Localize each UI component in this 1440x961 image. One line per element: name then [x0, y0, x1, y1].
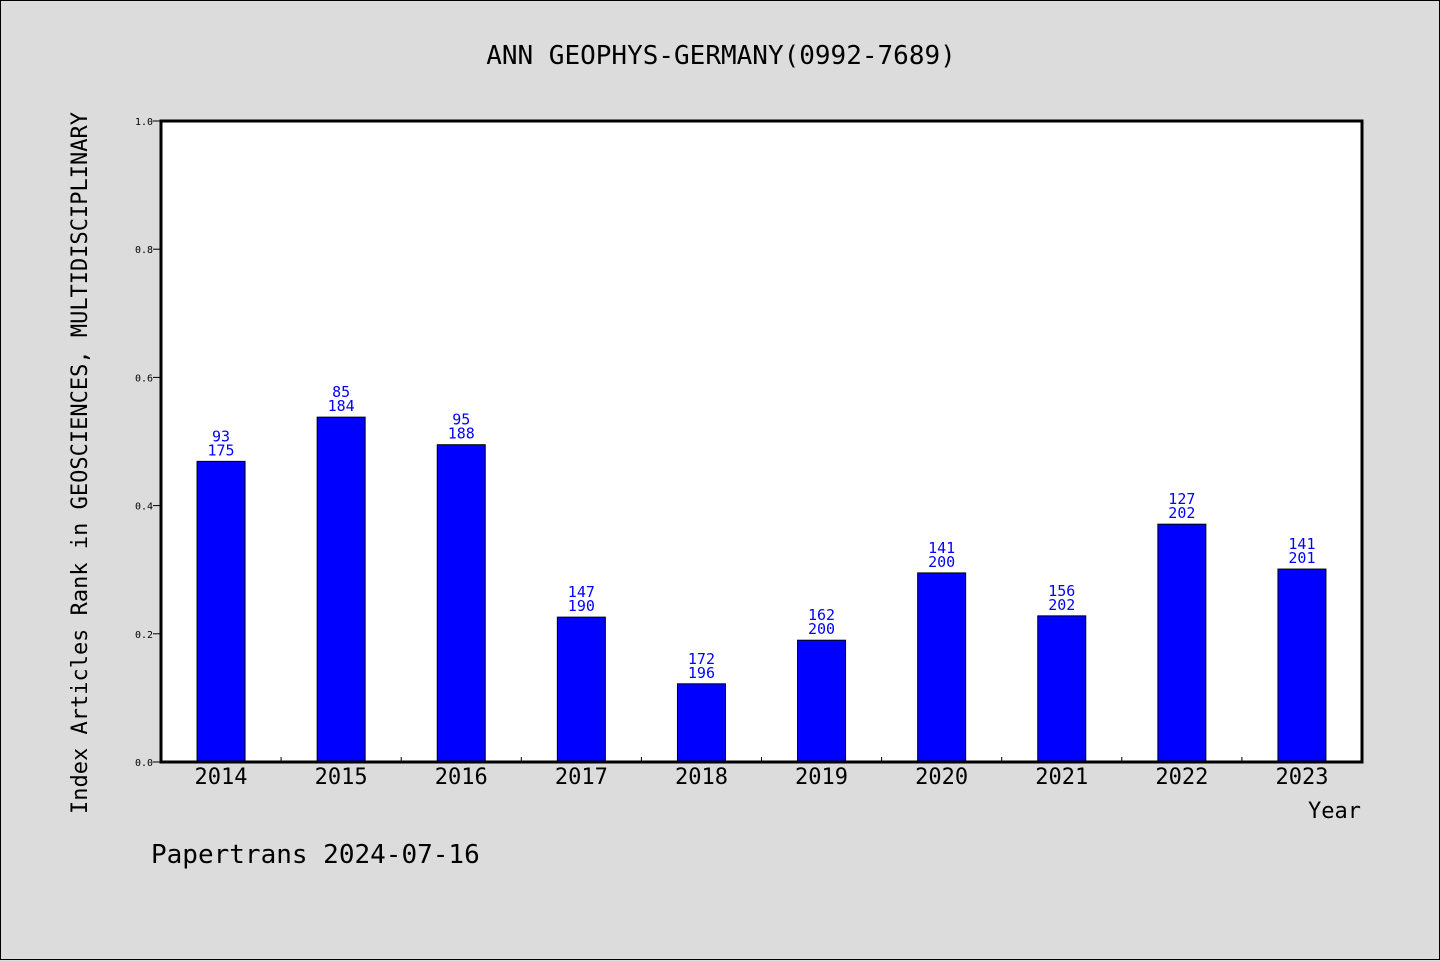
- y-tick-label: 0.2: [135, 630, 153, 641]
- x-tick-label-2018: 2018: [675, 765, 728, 790]
- bar-2014: [196, 460, 246, 763]
- bar-2018: [676, 683, 726, 763]
- bar-2023: [1277, 568, 1327, 763]
- data-label-total-2018: 196: [688, 664, 715, 682]
- data-label-total-2017: 190: [568, 597, 595, 615]
- y-tick-label: 1.0: [135, 117, 153, 128]
- bar-2015: [316, 416, 366, 763]
- y-axis-label: Index Articles Rank in GEOSCIENCES, MULT…: [68, 112, 93, 814]
- data-label-rank-2014: 93: [212, 427, 230, 445]
- data-label-rank-2022: 127: [1168, 490, 1195, 508]
- data-label-rank-2018: 172: [688, 650, 715, 668]
- y-tick-label: 0.0: [135, 758, 153, 769]
- x-axis-label: Year: [1308, 799, 1361, 824]
- bars-group: [196, 416, 1327, 763]
- bar-2022: [1157, 523, 1207, 763]
- data-label-total-2020: 200: [928, 553, 955, 571]
- bar-2016: [436, 444, 486, 763]
- data-label-rank-2023: 141: [1288, 535, 1315, 553]
- data-label-rank-2019: 162: [808, 606, 835, 624]
- y-tick-label: 0.4: [135, 502, 153, 513]
- x-tick-label-2020: 2020: [915, 765, 968, 790]
- data-label-total-2014: 175: [208, 441, 235, 459]
- data-label-total-2022: 202: [1168, 504, 1195, 522]
- bar-2019: [797, 639, 847, 763]
- data-label-rank-2020: 141: [928, 539, 955, 557]
- x-tick-label-2019: 2019: [795, 765, 848, 790]
- y-axis-ticks: 0.0 0.2 0.4 0.6 0.8 1.0: [135, 117, 161, 769]
- data-label-rank-2017: 147: [568, 583, 595, 601]
- data-labels-group: 9317585184951881471901721961622001412001…: [208, 383, 1316, 682]
- chart-title: ANN GEOPHYS-GERMANY(0992-7689): [486, 41, 956, 71]
- x-tick-label-2016: 2016: [435, 765, 488, 790]
- x-tick-label-2023: 2023: [1275, 765, 1328, 790]
- x-tick-label-2014: 2014: [195, 765, 248, 790]
- x-tick-label-2021: 2021: [1035, 765, 1088, 790]
- footer-text: Papertrans 2024-07-16: [151, 840, 480, 870]
- bar-2020: [917, 572, 967, 763]
- x-tick-label-2022: 2022: [1155, 765, 1208, 790]
- data-label-rank-2016: 95: [452, 411, 470, 429]
- x-tick-label-2015: 2015: [315, 765, 368, 790]
- bar-2021: [1037, 615, 1087, 763]
- data-label-total-2023: 201: [1288, 549, 1315, 567]
- data-label-rank-2015: 85: [332, 383, 350, 401]
- y-tick-label: 0.8: [135, 245, 153, 256]
- data-label-rank-2021: 156: [1048, 582, 1075, 600]
- x-axis-ticks: 2014 2015 2016 2017 2018 2019 2020 2021 2022 2023: [195, 757, 1328, 790]
- y-tick-label: 0.6: [135, 373, 153, 384]
- x-tick-label-2017: 2017: [555, 765, 608, 790]
- data-label-total-2021: 202: [1048, 596, 1075, 614]
- data-label-total-2016: 188: [448, 425, 475, 443]
- bar-2017: [556, 616, 606, 763]
- data-label-total-2015: 184: [328, 397, 355, 415]
- data-label-total-2019: 200: [808, 620, 835, 638]
